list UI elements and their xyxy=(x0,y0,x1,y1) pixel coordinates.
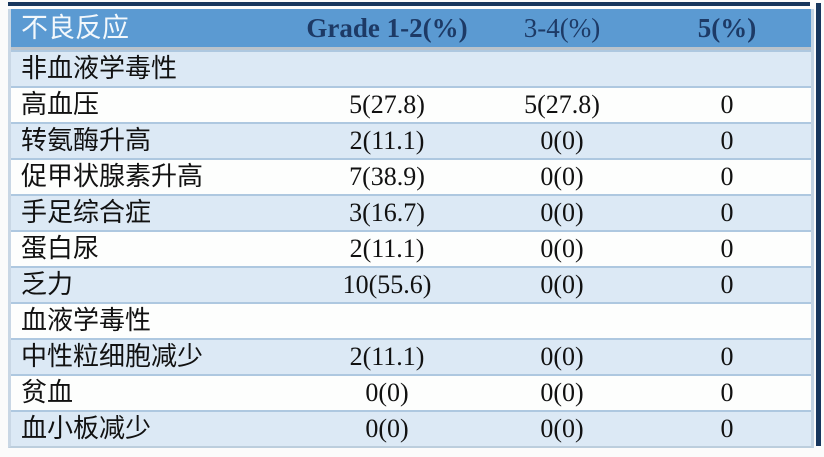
grade5-cell: 0 xyxy=(720,126,734,155)
table-row-anemia: 贫血 0(0) 0(0) 0 xyxy=(11,374,811,410)
table-row-section-hematologic: 血液学毒性 xyxy=(11,302,811,338)
row-label: 乏力 xyxy=(21,270,74,299)
grade34-cell: 5(27.8) xyxy=(524,90,600,119)
grade34-cell: 0(0) xyxy=(540,198,584,227)
table-row-fatigue: 乏力 10(55.6) 0(0) 0 xyxy=(11,266,811,302)
grade34-cell: 0(0) xyxy=(540,342,584,371)
row-label: 非血液学毒性 xyxy=(21,54,178,83)
grade34-cell: 0(0) xyxy=(540,126,584,155)
row-label: 血液学毒性 xyxy=(21,306,152,335)
grade5-cell: 0 xyxy=(720,270,734,299)
grade12-cell: 0(0) xyxy=(365,378,409,407)
grade12-cell: 2(11.1) xyxy=(349,342,425,371)
grade5-cell: 0 xyxy=(720,378,734,407)
table-row-hypertension: 高血压 5(27.8) 5(27.8) 0 xyxy=(11,86,811,122)
row-label: 手足综合症 xyxy=(21,198,152,227)
grade34-cell: 0(0) xyxy=(540,414,584,443)
table-right-border xyxy=(816,3,821,446)
table-row-transaminase-elevation: 转氨酶升高 2(11.1) 0(0) 0 xyxy=(11,122,811,158)
column-header-adverse-reaction: 不良反应 xyxy=(21,13,129,43)
table-row-neutropenia: 中性粒细胞减少 2(11.1) 0(0) 0 xyxy=(11,338,811,374)
table-row-section-nonhematologic: 非血液学毒性 xyxy=(11,50,811,86)
table-header-row: 不良反应 Grade 1-2(%) 3-4(%) 5(%) xyxy=(11,9,811,50)
grade12-cell: 7(38.9) xyxy=(349,162,425,191)
table-row-tsh-elevation: 促甲状腺素升高 7(38.9) 0(0) 0 xyxy=(11,158,811,194)
grade5-cell: 0 xyxy=(720,234,734,263)
grade5-cell: 0 xyxy=(720,90,734,119)
row-label: 转氨酶升高 xyxy=(21,126,152,155)
grade12-cell: 2(11.1) xyxy=(349,126,425,155)
grade34-cell: 0(0) xyxy=(540,234,584,263)
column-header-grade-1-2: Grade 1-2(%) xyxy=(306,13,468,43)
grade34-cell: 0(0) xyxy=(540,162,584,191)
grade5-cell: 0 xyxy=(720,342,734,371)
table-row-hand-foot-syndrome: 手足综合症 3(16.7) 0(0) 0 xyxy=(11,194,811,230)
grade12-cell: 10(55.6) xyxy=(342,270,432,299)
table-top-border xyxy=(8,2,810,6)
row-label: 贫血 xyxy=(21,378,74,407)
row-label: 中性粒细胞减少 xyxy=(21,342,204,371)
table-row-proteinuria: 蛋白尿 2(11.1) 0(0) 0 xyxy=(11,230,811,266)
row-label: 促甲状腺素升高 xyxy=(21,162,204,191)
grade34-cell: 0(0) xyxy=(540,270,584,299)
grade12-cell: 5(27.8) xyxy=(349,90,425,119)
grade5-cell: 0 xyxy=(720,198,734,227)
grade12-cell: 0(0) xyxy=(365,414,409,443)
column-header-grade-3-4: 3-4(%) xyxy=(523,13,601,43)
grade34-cell: 0(0) xyxy=(540,378,584,407)
adverse-reactions-table: 不良反应 Grade 1-2(%) 3-4(%) 5(%) 非血液学毒性 高血压… xyxy=(8,9,814,448)
grade12-cell: 3(16.7) xyxy=(349,198,425,227)
table-row-thrombocytopenia: 血小板减少 0(0) 0(0) 0 xyxy=(11,410,811,446)
grade5-cell: 0 xyxy=(720,414,734,443)
grade5-cell: 0 xyxy=(720,162,734,191)
row-label: 血小板减少 xyxy=(21,414,152,443)
row-label: 高血压 xyxy=(21,90,100,119)
grade12-cell: 2(11.1) xyxy=(349,234,425,263)
row-label: 蛋白尿 xyxy=(21,234,100,263)
column-header-grade-5: 5(%) xyxy=(697,13,757,43)
